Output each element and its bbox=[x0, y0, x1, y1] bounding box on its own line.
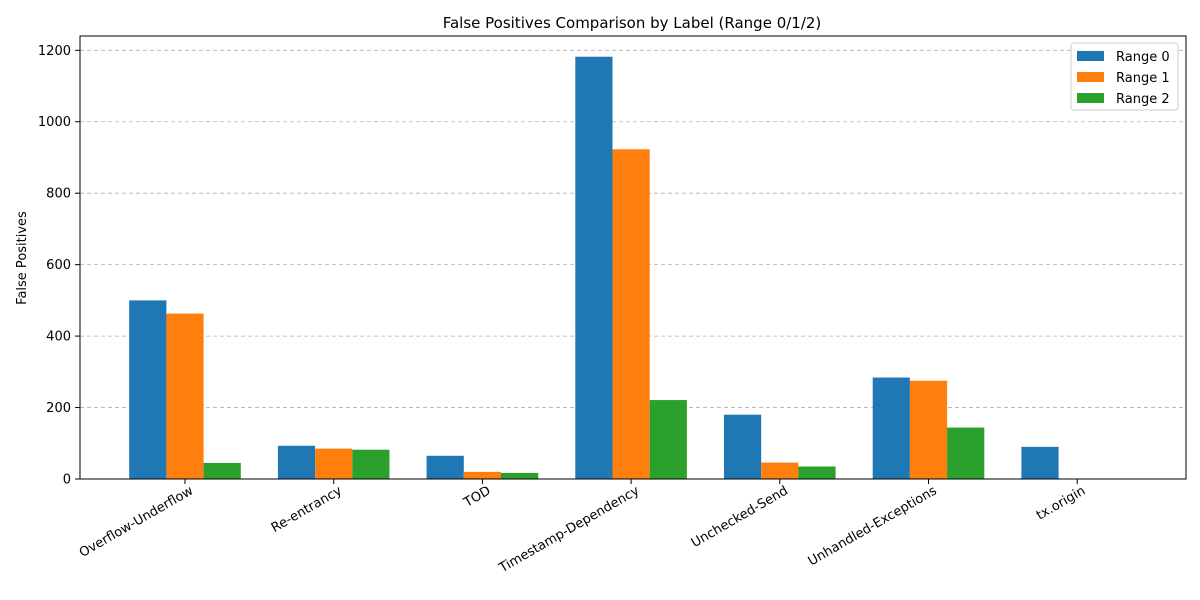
y-tick-label-0: 0 bbox=[63, 473, 71, 488]
bar-range-0-unchecked-send bbox=[724, 414, 762, 479]
bars bbox=[129, 56, 1059, 480]
x-tick-label-3: Timestamp-Dependency bbox=[496, 483, 642, 576]
y-tick-label-6: 1200 bbox=[38, 44, 71, 59]
x-tick-label-2: TOD bbox=[461, 483, 494, 511]
bar-range-0-re-entrancy bbox=[277, 445, 316, 479]
legend-swatch-1 bbox=[1077, 72, 1104, 82]
bar-range-2-tod bbox=[501, 472, 539, 479]
plot-frame bbox=[79, 35, 1187, 480]
y-tick-label-3: 600 bbox=[46, 258, 71, 273]
bar-range-1-overflow-underflow bbox=[166, 313, 204, 479]
chart-title: False Positives Comparison by Label (Ran… bbox=[443, 14, 822, 32]
bar-range-0-unhandled-exceptions bbox=[872, 377, 910, 479]
legend-label-0: Range 0 bbox=[1116, 50, 1170, 65]
y-tick-label-2: 400 bbox=[46, 330, 71, 345]
y-tick-label-4: 800 bbox=[46, 187, 71, 202]
legend-swatch-2 bbox=[1077, 93, 1104, 103]
legend: Range 0 Range 1 Range 2 bbox=[1070, 42, 1179, 111]
bar-range-2-unchecked-send bbox=[798, 466, 836, 479]
bar-range-2-overflow-underflow bbox=[203, 462, 241, 479]
x-tick-label-4: Unchecked-Send bbox=[689, 483, 791, 551]
x-tick-label-6: tx.origin bbox=[1034, 483, 1088, 523]
legend-swatch-0 bbox=[1077, 51, 1104, 61]
bar-range-0-tod bbox=[426, 455, 464, 479]
x-tick-label-0: Overflow-Underflow bbox=[77, 483, 196, 561]
bar-range-0-timestamp-dependency bbox=[575, 56, 613, 479]
legend-label-2: Range 2 bbox=[1116, 92, 1170, 107]
legend-label-1: Range 1 bbox=[1116, 71, 1170, 86]
y-tick-label-1: 200 bbox=[46, 401, 71, 416]
bar-range-1-tod bbox=[463, 471, 501, 479]
y-axis-label: False Positives bbox=[15, 211, 30, 305]
bar-range-0-overflow-underflow bbox=[129, 300, 167, 479]
x-tick-label-5: Unhandled-Exceptions bbox=[806, 483, 940, 569]
y-tick-label-5: 1000 bbox=[38, 115, 71, 130]
bar-range-1-unhandled-exceptions bbox=[909, 380, 948, 479]
bar-range-1-unchecked-send bbox=[761, 462, 799, 479]
bar-range-0-tx-origin bbox=[1021, 446, 1059, 479]
bar-range-2-re-entrancy bbox=[352, 449, 390, 479]
bar-range-1-timestamp-dependency bbox=[612, 149, 650, 480]
bar-range-2-unhandled-exceptions bbox=[947, 427, 985, 479]
bar-range-2-timestamp-dependency bbox=[649, 400, 687, 479]
bar-range-1-re-entrancy bbox=[315, 448, 353, 479]
x-tick-label-1: Re-entrancy bbox=[269, 483, 345, 536]
